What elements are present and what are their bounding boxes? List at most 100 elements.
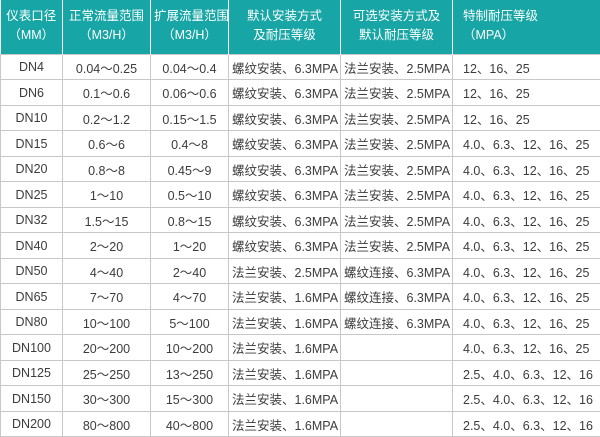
cell-caliber: DN150 [1, 386, 63, 412]
cell-default-install: 法兰安装、2.5MPA [229, 258, 341, 284]
column-header-special-pressure-line1: 特制耐压等级 [463, 7, 598, 26]
cell-caliber: DN125 [1, 360, 63, 386]
cell-special-pressure: 4.0、6.3、12、16、25 [453, 309, 600, 335]
cell-optional-install: 螺纹连接、6.3MPA [341, 284, 453, 310]
cell-special-pressure: 12、16、25 [453, 105, 600, 131]
cell-normal-flow: 80～800 [63, 411, 151, 437]
cell-special-pressure: 2.5、4.0、6.3、12、16 [453, 411, 600, 437]
cell-optional-install: 法兰安装、2.5MPA [341, 54, 453, 80]
cell-special-pressure: 2.5、4.0、6.3、12、16 [453, 386, 600, 412]
cell-default-install: 螺纹安装、6.3MPA [229, 233, 341, 259]
cell-optional-install: 法兰安装、2.5MPA [341, 207, 453, 233]
cell-extended-flow: 0.45～9 [151, 156, 229, 182]
cell-normal-flow: 0.8～8 [63, 156, 151, 182]
header-row: 仪表口径 （MM） 正常流量范围 （M3/H） 扩展流量范围 （M3/H） 默认… [1, 0, 600, 54]
cell-extended-flow: 0.15～1.5 [151, 105, 229, 131]
cell-extended-flow: 0.04～0.4 [151, 54, 229, 80]
cell-normal-flow: 1～10 [63, 182, 151, 208]
cell-normal-flow: 2～20 [63, 233, 151, 259]
cell-caliber: DN50 [1, 258, 63, 284]
column-header-optional-install-line2: 默认耐压等级 [344, 26, 449, 45]
cell-extended-flow: 15～300 [151, 386, 229, 412]
cell-special-pressure: 4.0、6.3、12、16、25 [453, 182, 600, 208]
column-header-caliber-line2: （MM） [4, 26, 60, 45]
column-header-default-install-line1: 默认安装方式 [232, 7, 337, 26]
cell-normal-flow: 20～200 [63, 335, 151, 361]
cell-special-pressure: 4.0、6.3、12、16、25 [453, 258, 600, 284]
cell-caliber: DN65 [1, 284, 63, 310]
cell-normal-flow: 0.1～0.6 [63, 80, 151, 106]
cell-extended-flow: 0.4～8 [151, 131, 229, 157]
cell-extended-flow: 2～40 [151, 258, 229, 284]
column-header-normal-flow: 正常流量范围 （M3/H） [63, 0, 151, 54]
cell-special-pressure: 2.5、4.0、6.3、12、16 [453, 360, 600, 386]
cell-default-install: 法兰安装、1.6MPA [229, 284, 341, 310]
column-header-default-install-line2: 及耐压等级 [232, 26, 337, 45]
cell-special-pressure: 4.0、6.3、12、16、25 [453, 335, 600, 361]
cell-normal-flow: 0.6～6 [63, 131, 151, 157]
cell-caliber: DN6 [1, 80, 63, 106]
cell-optional-install [341, 360, 453, 386]
cell-normal-flow: 30～300 [63, 386, 151, 412]
cell-default-install: 螺纹安装、6.3MPA [229, 80, 341, 106]
cell-caliber: DN15 [1, 131, 63, 157]
table-header: 仪表口径 （MM） 正常流量范围 （M3/H） 扩展流量范围 （M3/H） 默认… [1, 0, 600, 54]
cell-normal-flow: 7～70 [63, 284, 151, 310]
cell-extended-flow: 40～800 [151, 411, 229, 437]
cell-caliber: DN25 [1, 182, 63, 208]
column-header-extended-flow: 扩展流量范围 （M3/H） [151, 0, 229, 54]
cell-optional-install [341, 335, 453, 361]
cell-extended-flow: 10～200 [151, 335, 229, 361]
cell-caliber: DN10 [1, 105, 63, 131]
column-header-caliber-line1: 仪表口径 [4, 7, 60, 26]
column-header-extended-flow-line1: 扩展流量范围 [154, 7, 225, 26]
cell-optional-install: 螺纹连接、6.3MPA [341, 309, 453, 335]
column-header-normal-flow-line1: 正常流量范围 [66, 7, 147, 26]
cell-special-pressure: 4.0、6.3、12、16、25 [453, 284, 600, 310]
cell-extended-flow: 13～250 [151, 360, 229, 386]
cell-extended-flow: 0.5～10 [151, 182, 229, 208]
cell-caliber: DN4 [1, 54, 63, 80]
cell-default-install: 螺纹安装、6.3MPA [229, 156, 341, 182]
cell-caliber: DN32 [1, 207, 63, 233]
cell-special-pressure: 4.0、6.3、12、16、25 [453, 207, 600, 233]
cell-extended-flow: 1～20 [151, 233, 229, 259]
cell-normal-flow: 4～40 [63, 258, 151, 284]
cell-caliber: DN40 [1, 233, 63, 259]
cell-caliber: DN80 [1, 309, 63, 335]
cell-special-pressure: 12、16、25 [453, 80, 600, 106]
cell-extended-flow: 5～100 [151, 309, 229, 335]
cell-extended-flow: 0.8～15 [151, 207, 229, 233]
cell-default-install: 螺纹安装、6.3MPA [229, 105, 341, 131]
cell-special-pressure: 4.0、6.3、12、16、25 [453, 156, 600, 182]
cell-default-install: 螺纹安装、6.3MPA [229, 131, 341, 157]
column-header-special-pressure: 特制耐压等级 （MPA） [453, 0, 600, 54]
cell-optional-install: 法兰安装、2.5MPA [341, 80, 453, 106]
cell-default-install: 螺纹安装、6.3MPA [229, 207, 341, 233]
column-header-default-install: 默认安装方式 及耐压等级 [229, 0, 341, 54]
cell-default-install: 螺纹安装、6.3MPA [229, 54, 341, 80]
cell-extended-flow: 4～70 [151, 284, 229, 310]
column-header-special-pressure-line2: （MPA） [463, 26, 598, 45]
cell-special-pressure: 12、16、25 [453, 54, 600, 80]
cell-optional-install: 法兰安装、2.5MPA [341, 156, 453, 182]
cell-optional-install: 螺纹连接、6.3MPA [341, 258, 453, 284]
cell-normal-flow: 10～100 [63, 309, 151, 335]
cell-optional-install [341, 411, 453, 437]
cell-default-install: 螺纹安装、6.3MPA [229, 182, 341, 208]
column-header-extended-flow-line2: （M3/H） [154, 26, 225, 45]
cell-normal-flow: 25～250 [63, 360, 151, 386]
cell-optional-install: 法兰安装、2.5MPA [341, 105, 453, 131]
